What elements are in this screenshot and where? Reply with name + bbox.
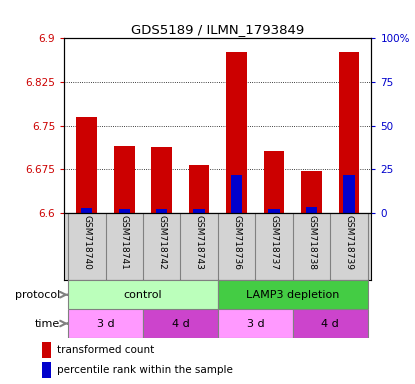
Text: 4 d: 4 d <box>321 318 339 329</box>
Bar <box>306 207 317 213</box>
Text: GSM718736: GSM718736 <box>232 215 241 270</box>
Bar <box>218 309 293 338</box>
Text: LAMP3 depletion: LAMP3 depletion <box>246 290 339 300</box>
Bar <box>76 117 97 213</box>
Bar <box>218 280 368 309</box>
Bar <box>68 280 218 309</box>
Bar <box>151 147 172 213</box>
Bar <box>143 309 218 338</box>
Text: time: time <box>35 318 60 329</box>
Text: GSM718742: GSM718742 <box>157 215 166 270</box>
Bar <box>301 171 322 213</box>
Text: GSM718738: GSM718738 <box>307 215 316 270</box>
Text: 3 d: 3 d <box>97 318 115 329</box>
Bar <box>42 362 51 378</box>
Text: control: control <box>124 290 162 300</box>
Text: 3 d: 3 d <box>247 318 264 329</box>
Bar <box>68 309 143 338</box>
Bar <box>189 166 210 213</box>
Text: GSM718740: GSM718740 <box>82 215 91 270</box>
Text: protocol: protocol <box>15 290 60 300</box>
Bar <box>339 52 359 213</box>
Bar <box>343 175 355 213</box>
Bar <box>269 209 280 213</box>
Text: percentile rank within the sample: percentile rank within the sample <box>57 365 233 375</box>
Bar <box>193 209 205 213</box>
Text: GSM718741: GSM718741 <box>120 215 129 270</box>
Text: transformed count: transformed count <box>57 345 154 355</box>
Bar <box>81 208 93 213</box>
Text: 4 d: 4 d <box>171 318 189 329</box>
Bar <box>156 209 167 213</box>
Bar <box>42 343 51 358</box>
Bar <box>114 146 134 213</box>
Text: GSM718737: GSM718737 <box>270 215 278 270</box>
Bar <box>119 209 130 213</box>
Bar <box>226 52 247 213</box>
Bar <box>231 175 242 213</box>
Bar <box>264 151 284 213</box>
Text: GSM718739: GSM718739 <box>344 215 354 270</box>
Title: GDS5189 / ILMN_1793849: GDS5189 / ILMN_1793849 <box>131 23 305 36</box>
Text: GSM718743: GSM718743 <box>195 215 204 270</box>
Bar <box>293 309 368 338</box>
